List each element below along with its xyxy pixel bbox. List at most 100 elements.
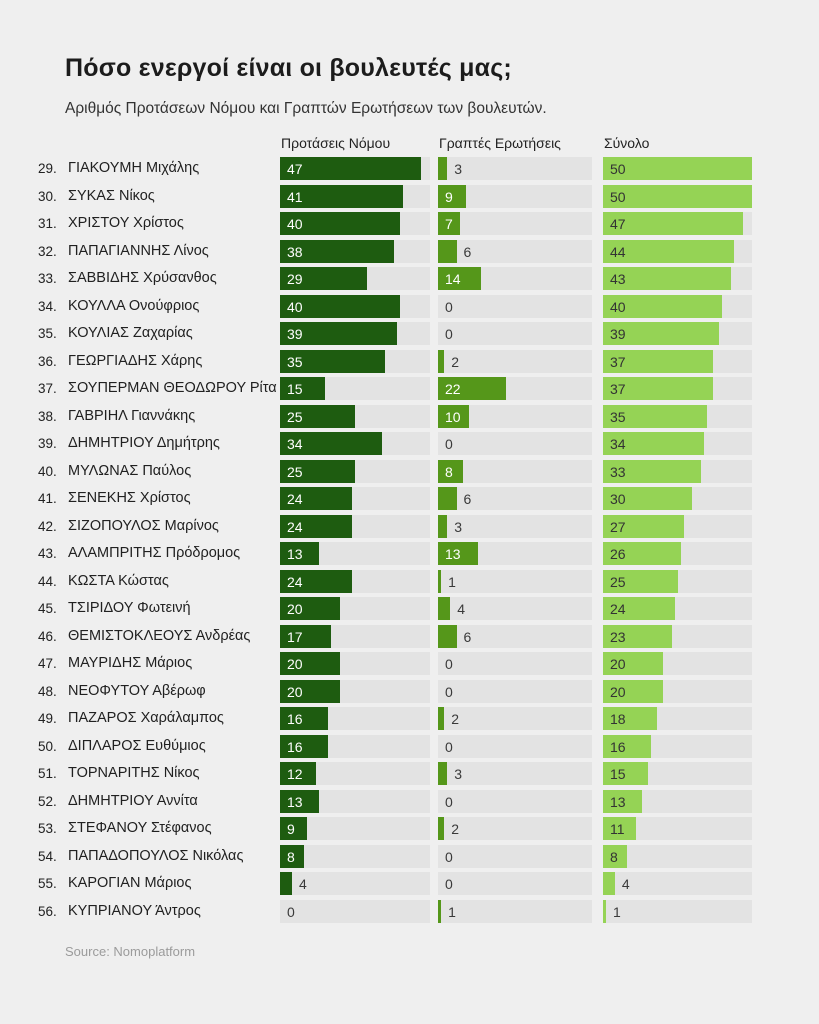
bar-value-label: 1 bbox=[613, 903, 621, 920]
bar-track-proposals: 9 bbox=[280, 817, 430, 840]
bar-total bbox=[603, 404, 708, 428]
bar-value-label: 47 bbox=[287, 161, 303, 177]
row-rank: 36. bbox=[38, 353, 57, 369]
bar-track-total: 40 bbox=[603, 294, 752, 318]
row-rank: 31. bbox=[38, 216, 57, 231]
bar-track-proposals: 17 bbox=[280, 624, 430, 648]
bar-track-proposals: 39 bbox=[280, 322, 430, 345]
bar-total bbox=[603, 789, 642, 813]
bar-value-label: 23 bbox=[610, 628, 626, 645]
bar-track-total: 16 bbox=[603, 734, 752, 758]
bar-proposals bbox=[280, 157, 421, 180]
bar-total bbox=[603, 762, 648, 785]
bar-value-label: 16 bbox=[287, 711, 303, 727]
row-rank: 50. bbox=[38, 738, 57, 754]
row-rank: 33. bbox=[38, 271, 57, 286]
bar-track-total: 1 bbox=[603, 899, 752, 923]
bar-questions bbox=[438, 377, 506, 400]
bar-proposals bbox=[280, 239, 394, 263]
row-rank: 30. bbox=[38, 188, 57, 204]
bar-total bbox=[603, 899, 606, 923]
bar-proposals bbox=[280, 817, 307, 840]
bar-value-label: 20 bbox=[610, 656, 626, 672]
bar-total bbox=[603, 184, 752, 208]
bar-track-questions: 0 bbox=[438, 322, 592, 345]
bar-total bbox=[603, 707, 657, 730]
bar-track-questions: 0 bbox=[438, 789, 592, 813]
chart-rows: 29. ΓΙΑΚΟΥΜΗ Μιχάλης 47 3 50 30. ΣΥΚΑΣ Νίκος 41… bbox=[0, 157, 819, 927]
bar-track-proposals: 25 bbox=[280, 459, 430, 483]
row-rank: 39. bbox=[38, 436, 57, 451]
bar-track-proposals: 16 bbox=[280, 734, 430, 758]
bar-track-proposals: 40 bbox=[280, 294, 430, 318]
row-name: ΣΕΝΕΚΗΣ Χρίστος bbox=[68, 490, 191, 506]
bar-value-label: 34 bbox=[610, 436, 626, 452]
bar-track-total: 8 bbox=[603, 844, 752, 868]
row-name: ΤΣΙΡΙΔΟΥ Φωτεινή bbox=[68, 600, 191, 616]
table-row: 31. ΧΡΙΣΤΟΥ Χρίστος 40 7 47 bbox=[0, 212, 819, 240]
bar-total bbox=[603, 652, 663, 675]
row-name: ΔΙΠΛΑΡΟΣ Ευθύμιος bbox=[68, 737, 206, 754]
bar-track-proposals: 12 bbox=[280, 762, 430, 785]
bar-total bbox=[603, 349, 714, 373]
table-row: 44. ΚΩΣΤΑ Κώστας 24 1 25 bbox=[0, 569, 819, 598]
bar-total bbox=[603, 569, 678, 593]
bar-track-total: 24 bbox=[603, 597, 752, 620]
bar-track-questions: 8 bbox=[438, 459, 592, 483]
bar-track-proposals: 13 bbox=[280, 789, 430, 813]
bar-proposals bbox=[280, 459, 355, 483]
row-rank: 47. bbox=[38, 656, 57, 671]
bar-track-proposals: 16 bbox=[280, 707, 430, 730]
bar-proposals bbox=[280, 679, 340, 703]
bar-value-label: 0 bbox=[445, 326, 453, 342]
bar-track-proposals: 15 bbox=[280, 377, 430, 400]
table-row: 55. ΚΑΡΟΓΙΑΝ Μάριος 4 0 4 bbox=[0, 872, 819, 900]
bar-value-label: 24 bbox=[287, 491, 303, 507]
bar-value-label: 8 bbox=[610, 848, 618, 865]
bar-questions bbox=[438, 184, 466, 208]
bar-value-label: 4 bbox=[621, 876, 630, 892]
table-row: 40. ΜΥΛΩΝΑΣ Παύλος 25 8 33 bbox=[0, 459, 819, 488]
bar-value-label: 0 bbox=[445, 436, 453, 452]
bar-proposals bbox=[280, 349, 385, 373]
table-row: 50. ΔΙΠΛΑΡΟΣ Ευθύμιος 16 0 16 bbox=[0, 734, 819, 763]
bar-track-questions: 6 bbox=[438, 624, 592, 648]
bar-value-label: 16 bbox=[610, 738, 626, 755]
bar-track-questions: 10 bbox=[438, 404, 592, 428]
bar-total bbox=[603, 734, 651, 758]
bar-value-label: 40 bbox=[610, 298, 626, 315]
bar-value-label: 4 bbox=[457, 601, 466, 617]
bar-value-label: 20 bbox=[287, 656, 303, 672]
bar-value-label: 2 bbox=[451, 711, 459, 727]
bar-value-label: 0 bbox=[445, 876, 453, 892]
bar-questions bbox=[438, 487, 457, 510]
bar-value-label: 3 bbox=[454, 518, 462, 535]
bar-value-label: 22 bbox=[445, 381, 461, 397]
bar-value-label: 24 bbox=[287, 518, 303, 535]
row-name: ΧΡΙΣΤΟΥ Χρίστος bbox=[68, 215, 184, 231]
row-name: ΔΗΜΗΤΡΙΟΥ Αννίτα bbox=[68, 792, 198, 809]
bar-track-questions: 2 bbox=[438, 707, 592, 730]
bar-value-label: 3 bbox=[454, 161, 462, 177]
row-rank: 48. bbox=[38, 683, 57, 699]
bar-value-label: 6 bbox=[463, 243, 472, 260]
bar-track-total: 20 bbox=[603, 679, 752, 703]
bar-track-total: 50 bbox=[603, 157, 752, 180]
bar-value-label: 37 bbox=[610, 381, 626, 397]
bar-track-total: 50 bbox=[603, 184, 752, 208]
bar-proposals bbox=[280, 652, 340, 675]
bar-value-label: 41 bbox=[287, 188, 303, 205]
row-rank: 32. bbox=[38, 243, 57, 259]
row-rank: 38. bbox=[38, 408, 57, 424]
row-rank: 53. bbox=[38, 821, 57, 836]
row-rank: 41. bbox=[38, 491, 57, 506]
bar-questions bbox=[438, 267, 482, 290]
bar-total bbox=[603, 597, 675, 620]
bar-total bbox=[603, 872, 615, 895]
bar-track-questions: 0 bbox=[438, 294, 592, 318]
bar-total bbox=[603, 157, 752, 180]
row-rank: 49. bbox=[38, 711, 57, 726]
col-header-questions: Γραπτές Ερωτήσεις bbox=[439, 135, 561, 151]
bar-track-questions: 1 bbox=[438, 569, 592, 593]
bar-value-label: 40 bbox=[287, 216, 303, 232]
